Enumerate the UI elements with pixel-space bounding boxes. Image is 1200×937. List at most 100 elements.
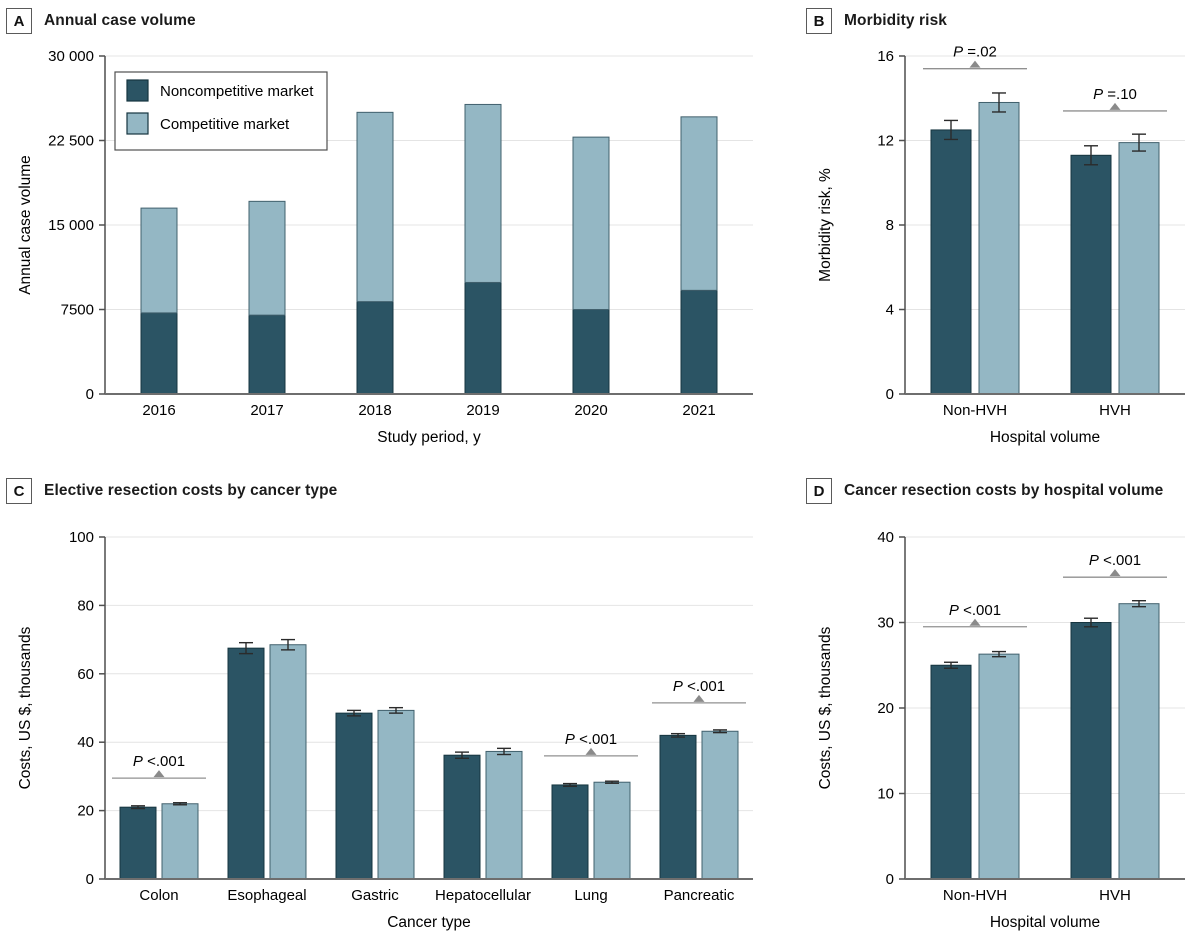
x-tick-label: HVH	[1099, 887, 1131, 904]
y-tick-label: 0	[886, 871, 894, 888]
chart-morbidity-risk: 0 4 8 12 16 Non-HVH HVH Morbidity risk, % Hospit…	[817, 44, 1185, 446]
bar-noncompetitive	[680, 289, 718, 395]
panel-b-header: B Morbidity risk	[800, 0, 1200, 34]
x-axis-title: Hospital volume	[990, 429, 1100, 446]
p-bracket-triangle	[153, 770, 165, 778]
y-tick-label: 80	[77, 597, 94, 614]
bar-competitive	[1118, 603, 1160, 880]
y-tick-label: 12	[877, 133, 894, 150]
legend-label: Competitive market	[160, 116, 290, 133]
y-axis-title: Annual case volume	[17, 155, 34, 295]
y-tick-label: 7500	[61, 302, 94, 319]
x-tick-label: 2020	[574, 402, 607, 419]
bar-competitive	[464, 103, 502, 283]
panel-b-letter: B	[806, 8, 832, 34]
panel-c-title: Elective resection costs by cancer type	[44, 482, 338, 499]
bar-noncompetitive	[464, 281, 502, 395]
p-value-label: P <.001	[1089, 552, 1141, 569]
x-axis-title: Study period, y	[377, 429, 481, 446]
p-value-label: P <.001	[949, 602, 1001, 619]
bar-noncompetitive	[248, 314, 286, 395]
bar-competitive	[680, 116, 718, 291]
legend-label: Noncompetitive market	[160, 83, 314, 100]
x-tick-label: Non-HVH	[943, 402, 1007, 419]
y-tick-label: 100	[69, 529, 94, 546]
bar-noncompetitive	[119, 806, 157, 880]
y-tick-label: 30 000	[48, 48, 94, 65]
panel-d: D Cancer resection costs by hospital vol…	[800, 470, 1200, 933]
panel-a-title: Annual case volume	[44, 12, 196, 29]
chart-annual-case-volume: 0 7500 15 000 22 500 30 000 2016 2017 2018 2019 2…	[17, 48, 753, 446]
bar-competitive	[269, 644, 307, 880]
p-value-label: P =.10	[1093, 86, 1137, 103]
y-tick-label: 40	[77, 734, 94, 751]
bar-competitive	[356, 111, 394, 303]
bar-noncompetitive	[551, 784, 589, 880]
bar-competitive	[1118, 142, 1160, 395]
panel-a-header: A Annual case volume	[0, 0, 770, 34]
y-axis-title: Morbidity risk, %	[817, 168, 834, 282]
bar-noncompetitive	[930, 129, 972, 395]
bar-competitive	[248, 200, 286, 316]
legend-swatch	[126, 112, 149, 135]
panel-a-letter: A	[6, 8, 32, 34]
x-tick-label: Colon	[139, 887, 178, 904]
legend-box	[114, 71, 328, 151]
bar-noncompetitive	[227, 647, 265, 880]
p-bracket-triangle	[585, 747, 597, 755]
p-value-label: P <.001	[565, 731, 617, 748]
p-bracket-triangle	[1109, 569, 1121, 577]
panel-a: A Annual case volume 0 7500 15 000 22 500 30…	[0, 0, 770, 460]
y-axis-title: Costs, US $, thousands	[817, 626, 834, 789]
x-tick-label: 2018	[358, 402, 391, 419]
p-value-label: P <.001	[673, 678, 725, 695]
x-tick-label: Non-HVH	[943, 887, 1007, 904]
bar-noncompetitive	[572, 309, 610, 395]
y-tick-label: 0	[86, 871, 94, 888]
p-bracket-triangle	[1109, 102, 1121, 110]
chart-resection-costs-by-volume: 0 10 20 30 40 Non-HVH HVH Costs, US $, thousand…	[817, 529, 1185, 931]
y-tick-label: 30	[877, 615, 894, 632]
p-value-label: P =.02	[953, 44, 997, 61]
bar-noncompetitive	[930, 664, 972, 880]
y-tick-label: 60	[77, 666, 94, 683]
panel-c: C Elective resection costs by cancer typ…	[0, 470, 770, 933]
bar-noncompetitive	[443, 754, 481, 880]
panel-b: B Morbidity risk 0 4 8 12 16 Non-HVH HVH Morbid…	[800, 0, 1200, 460]
p-bracket-triangle	[969, 60, 981, 68]
y-axis-title: Costs, US $, thousands	[17, 626, 34, 789]
bar-competitive	[978, 101, 1020, 395]
panel-d-header: D Cancer resection costs by hospital vol…	[800, 470, 1200, 504]
p-bracket-triangle	[693, 694, 705, 702]
x-tick-label: Hepatocellular	[435, 887, 531, 904]
bar-competitive	[978, 653, 1020, 880]
x-tick-label: HVH	[1099, 402, 1131, 419]
y-tick-label: 10	[877, 786, 894, 803]
y-tick-label: 0	[886, 386, 894, 403]
p-value-label: P <.001	[133, 753, 185, 770]
x-tick-label: Esophageal	[227, 887, 306, 904]
y-tick-label: 8	[886, 217, 894, 234]
bar-noncompetitive	[356, 301, 394, 395]
bar-competitive	[572, 136, 610, 311]
y-tick-label: 4	[886, 302, 894, 319]
y-tick-label: 20	[877, 700, 894, 717]
p-bracket-triangle	[969, 618, 981, 626]
bar-competitive	[485, 750, 523, 880]
bar-competitive	[701, 730, 739, 880]
panel-d-title: Cancer resection costs by hospital volum…	[844, 482, 1164, 499]
panel-d-letter: D	[806, 478, 832, 504]
bar-noncompetitive	[659, 734, 697, 880]
panel-b-title: Morbidity risk	[844, 12, 948, 29]
y-tick-label: 22 500	[48, 133, 94, 150]
bar-noncompetitive	[1070, 154, 1112, 395]
panel-c-letter: C	[6, 478, 32, 504]
y-tick-label: 40	[877, 529, 894, 546]
y-tick-label: 0	[86, 386, 94, 403]
x-tick-label: Pancreatic	[664, 887, 735, 904]
x-tick-label: 2017	[250, 402, 283, 419]
bar-competitive	[161, 803, 199, 880]
bar-competitive	[593, 781, 631, 880]
y-tick-label: 15 000	[48, 217, 94, 234]
